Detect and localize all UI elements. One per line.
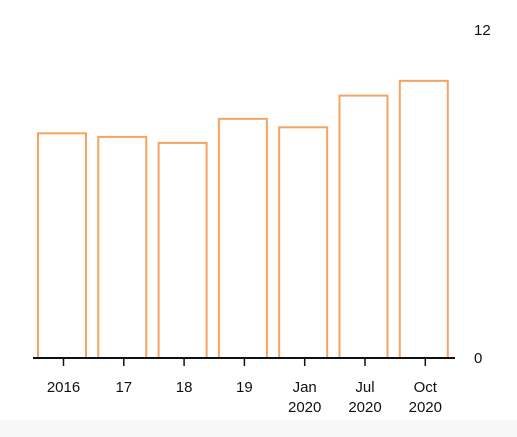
- bar-18: [157, 141, 208, 359]
- bar-2016: [37, 132, 87, 359]
- x-axis-ticks: 2016 17 18 19 Jan 2020 Jul 2020 Oct 2020: [47, 358, 442, 416]
- bar-19: [217, 117, 268, 360]
- x-tick-label: 17: [115, 379, 132, 396]
- bar-jan-2020: [278, 126, 329, 359]
- x-tick-label: 2020: [288, 399, 321, 416]
- bar-17: [97, 135, 148, 359]
- bottom-band: [0, 420, 517, 437]
- x-tick-label: 2020: [348, 399, 381, 416]
- x-tick-label: 19: [236, 379, 253, 396]
- y-tick-label: 12: [474, 22, 491, 39]
- y-tick-label: 0: [474, 350, 482, 367]
- x-tick-label: Jan: [293, 379, 317, 396]
- bar-oct-2020: [398, 79, 449, 359]
- x-tick-label: 2020: [409, 399, 442, 416]
- x-tick-label: 18: [176, 379, 193, 396]
- y-axis-ticks: 0 12: [474, 22, 491, 367]
- bar-jul-2020: [338, 94, 389, 359]
- x-tick-label: 2016: [47, 379, 80, 396]
- x-tick-label: Oct: [414, 379, 438, 396]
- bars-group: [37, 79, 449, 360]
- x-tick-label: Jul: [355, 379, 374, 396]
